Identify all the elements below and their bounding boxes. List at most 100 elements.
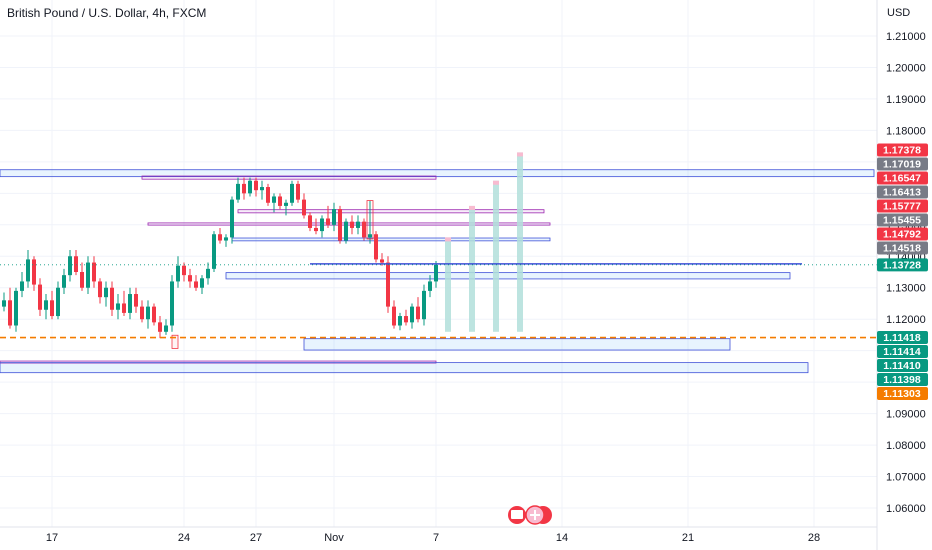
price-badge xyxy=(877,258,928,272)
candle-body xyxy=(200,278,204,288)
candle-body xyxy=(434,264,438,282)
us-flag-stripes-icon xyxy=(511,510,523,519)
candle-body xyxy=(242,183,246,194)
y-tick-label: 1.20000 xyxy=(886,62,926,74)
projection-cap xyxy=(445,237,451,242)
projection-cap xyxy=(493,180,499,185)
price-badge xyxy=(877,199,928,213)
candle-body xyxy=(284,202,288,206)
candle-body xyxy=(236,183,240,200)
x-tick-label: 7 xyxy=(433,532,439,544)
zone-rect xyxy=(303,338,731,351)
candle-body xyxy=(8,300,12,326)
price-badge xyxy=(877,373,928,387)
candle-body xyxy=(260,187,264,191)
candle-body xyxy=(68,256,72,276)
x-tick-label: Nov xyxy=(324,532,344,544)
candle-body xyxy=(2,300,6,307)
price-badge-label: 1.17378 xyxy=(883,144,921,156)
zone-rect xyxy=(147,222,551,226)
price-badge-label: 1.14518 xyxy=(883,242,921,254)
candle-body xyxy=(380,259,384,263)
candle-body xyxy=(182,265,186,276)
y-tick-label: 1.07000 xyxy=(886,472,926,484)
y-axis: 1.060001.070001.080001.090001.100001.110… xyxy=(876,0,926,550)
candle-body xyxy=(386,262,390,307)
event-icons[interactable] xyxy=(508,505,552,525)
y-tick-label: 1.21000 xyxy=(886,31,926,43)
candle-body xyxy=(170,281,174,326)
price-badges: 1.17378 1.17019 1.16547 1.16413 1.15777 1.154… xyxy=(877,143,928,401)
candle-body xyxy=(158,322,162,332)
candle-body xyxy=(122,303,126,313)
y-tick-label: 1.12000 xyxy=(886,314,926,326)
projection-bar xyxy=(493,180,499,332)
candle-body xyxy=(164,325,168,332)
candle-body xyxy=(230,199,234,238)
y-tick-label: 1.18000 xyxy=(886,125,926,137)
candle-body xyxy=(44,300,48,310)
candle-body xyxy=(308,215,312,228)
candle-body xyxy=(110,287,114,310)
x-tick-label: 17 xyxy=(46,532,58,544)
candle-body xyxy=(26,259,30,282)
candle-body xyxy=(344,221,348,241)
y-tick-label: 1.19000 xyxy=(886,94,926,106)
price-badge-label: 1.15455 xyxy=(883,214,921,226)
zone-rect xyxy=(225,272,791,280)
price-badge-label: 1.11418 xyxy=(883,332,921,344)
candle-body xyxy=(92,262,96,282)
candle-body xyxy=(374,234,378,260)
price-badge xyxy=(877,213,928,227)
zone-rect xyxy=(141,175,437,180)
candle-body xyxy=(266,187,270,203)
zone-rect xyxy=(171,334,179,349)
projection-bar xyxy=(469,205,475,332)
x-tick-label: 14 xyxy=(556,532,568,544)
candle-body xyxy=(332,209,336,225)
candle-body xyxy=(140,306,144,320)
candle-body xyxy=(320,218,324,232)
candle-body xyxy=(146,306,150,320)
price-badge-label: 1.15777 xyxy=(883,200,921,212)
projection-cap xyxy=(469,205,475,210)
candle-body xyxy=(428,281,432,291)
candle-body xyxy=(152,306,156,323)
candle-body xyxy=(392,306,396,326)
x-tick-label: 24 xyxy=(178,532,190,544)
projection-bar xyxy=(517,152,523,332)
candle-body xyxy=(326,218,330,225)
candle-body xyxy=(338,209,342,241)
candle-body xyxy=(356,221,360,228)
candle-body xyxy=(80,272,84,288)
candle-body xyxy=(86,262,90,288)
candle-body xyxy=(302,199,306,216)
candle-body xyxy=(14,290,18,326)
candle-body xyxy=(212,234,216,269)
candle-body xyxy=(98,281,102,298)
x-tick-label: 21 xyxy=(682,532,694,544)
candle-body xyxy=(362,221,366,238)
price-badge xyxy=(877,157,928,171)
zone-rect xyxy=(0,360,437,364)
price-badge xyxy=(877,387,928,401)
price-badge-label: 1.11410 xyxy=(883,360,921,372)
price-badge-label: 1.14792 xyxy=(883,228,921,240)
candle-body xyxy=(50,300,54,317)
candles xyxy=(2,177,438,339)
candle-body xyxy=(20,281,24,291)
price-badge xyxy=(877,331,928,345)
candle-body xyxy=(422,290,426,320)
candle-body xyxy=(404,316,408,323)
y-tick-label: 1.08000 xyxy=(886,440,926,452)
price-badge xyxy=(877,143,928,157)
candle-body xyxy=(74,256,78,272)
price-badge xyxy=(877,227,928,241)
candle-body xyxy=(254,180,258,191)
candle-body xyxy=(248,180,252,194)
candle-body xyxy=(398,316,402,326)
price-badge xyxy=(877,359,928,373)
candle-body xyxy=(104,287,108,298)
candle-body xyxy=(194,281,198,288)
